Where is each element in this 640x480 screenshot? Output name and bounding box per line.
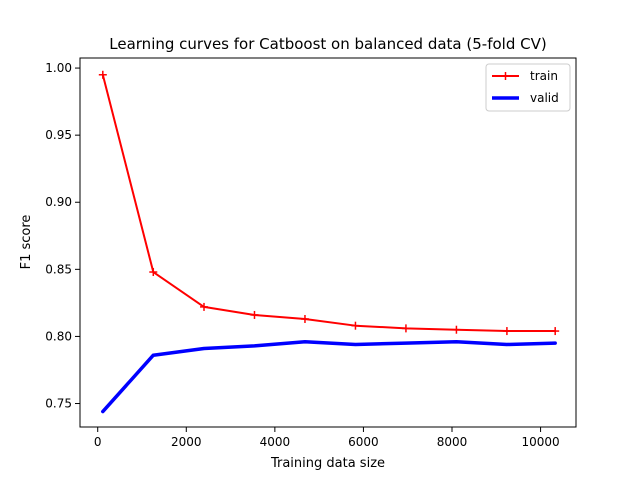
x-axis-label: Training data size <box>270 456 385 471</box>
data-point-train <box>401 324 410 333</box>
y-axis-label: F1 score <box>19 215 34 270</box>
y-tick-label: 0.80 <box>45 329 72 343</box>
axes-frame <box>79 57 577 428</box>
data-point-train <box>551 327 560 336</box>
x-tick-label: 6000 <box>348 435 379 449</box>
legend-label-valid: valid <box>530 91 559 105</box>
series-line-train <box>101 73 557 333</box>
data-point-train <box>452 325 461 334</box>
y-axis: 0.75 0.80 0.85 0.90 0.95 1.00 <box>45 61 80 411</box>
y-tick-label: 0.90 <box>45 195 72 209</box>
legend-marker-train <box>501 72 510 80</box>
data-point-train <box>200 302 208 311</box>
data-point-train <box>149 268 158 277</box>
chart-title: Learning curves for Catboost on balanced… <box>109 35 546 53</box>
x-tick-label: 4000 <box>260 435 291 449</box>
series-line-valid <box>101 340 557 414</box>
data-point-train <box>98 70 107 79</box>
data-point-train <box>250 310 259 319</box>
x-axis: 0 2000 4000 6000 8000 10000 <box>94 427 560 449</box>
y-tick-label: 0.85 <box>45 262 72 276</box>
y-tick-label: 0.95 <box>45 128 72 142</box>
x-tick-label: 10000 <box>521 435 559 449</box>
x-tick-label: 0 <box>94 435 102 449</box>
data-point-train <box>351 321 360 330</box>
x-tick-label: 2000 <box>171 435 202 449</box>
data-point-train <box>502 327 511 336</box>
y-tick-label: 0.75 <box>45 397 72 411</box>
legend: train valid <box>485 63 571 112</box>
y-tick-label: 1.00 <box>45 61 72 75</box>
plot-area <box>98 70 560 414</box>
x-tick-label: 8000 <box>437 435 468 449</box>
legend-label-train: train <box>530 69 558 83</box>
data-point-train <box>300 314 309 323</box>
